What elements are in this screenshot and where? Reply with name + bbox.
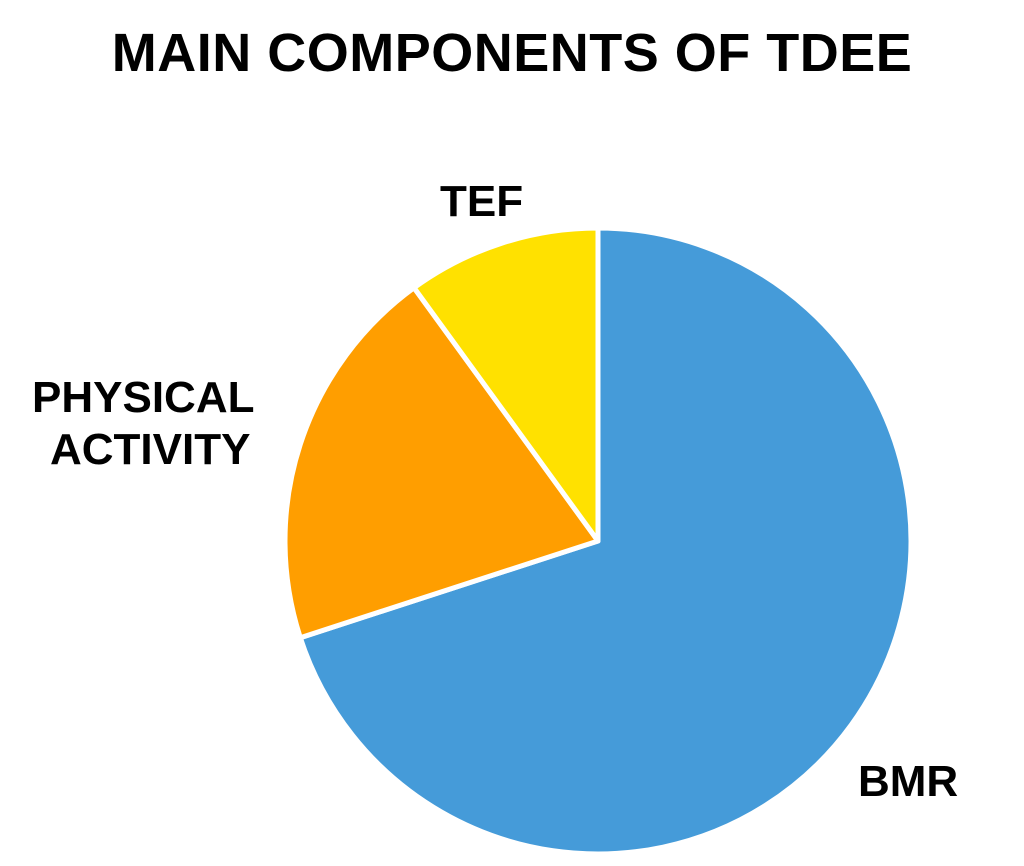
label-physical-activity-line2: ACTIVITY: [50, 425, 251, 474]
label-tef: TEF: [440, 177, 524, 226]
pie-slice-physical-activity: [282, 285, 601, 641]
chart-title: MAIN COMPONENTS OF TDEE: [111, 23, 913, 83]
label-bmr: BMR: [858, 757, 959, 806]
pie-slice-bmr: [297, 225, 914, 857]
pie-slice-tef: [411, 225, 601, 544]
label-physical-activity-line1: PHYSICAL: [32, 373, 255, 422]
label-physical-activity: PHYSICAL ACTIVITY: [32, 372, 254, 476]
